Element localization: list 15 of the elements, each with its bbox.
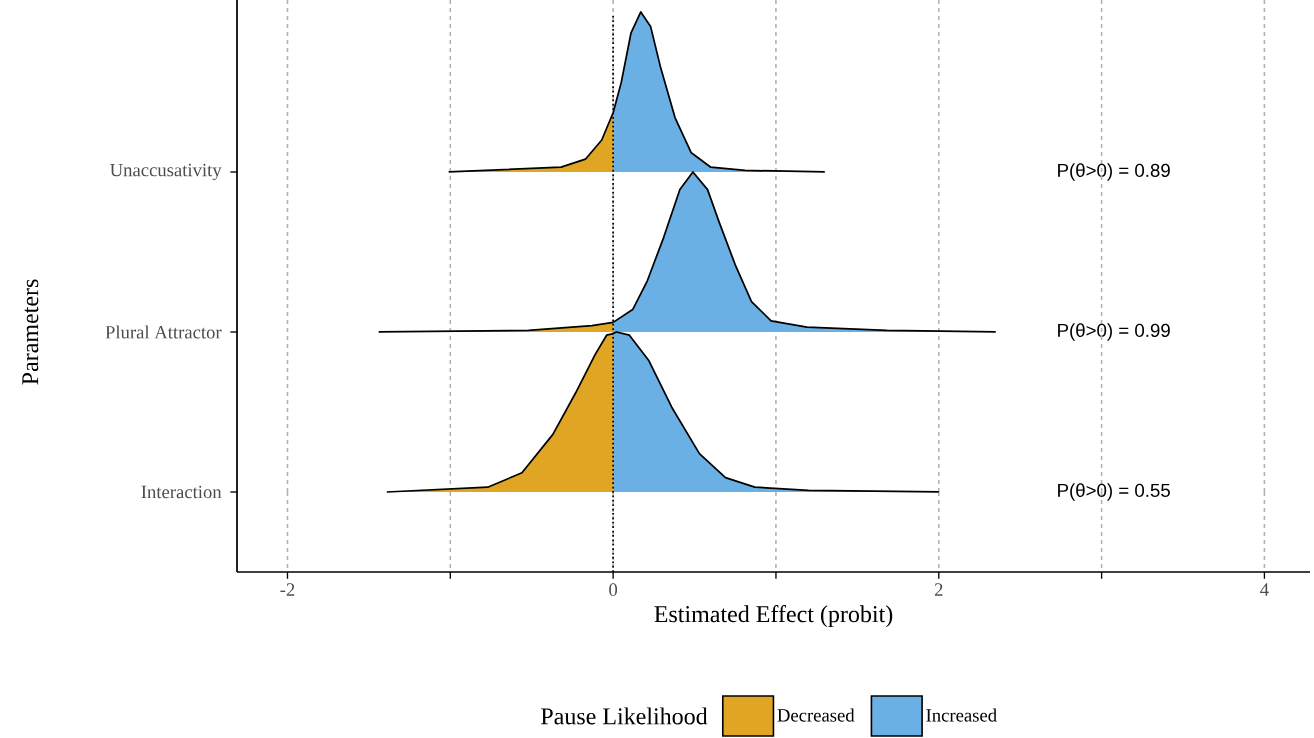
y-axis-title: Unaccusativity — [110, 163, 222, 181]
legend-title: Pause Likelihood — [541, 707, 708, 725]
x-tick-label: -2 — [280, 583, 295, 596]
y-axis-title: Plural Attractor — [105, 325, 222, 339]
x-tick-label: 2 — [934, 583, 943, 596]
annotation: P(θ>0) = 0.99 — [1058, 323, 1170, 341]
legend-label: Decreased — [777, 708, 855, 722]
text: Parameters — [22, 279, 39, 385]
annotation: P(θ>0) = 0.55 — [1058, 483, 1170, 501]
legend-label: Increased — [926, 708, 997, 722]
y-axis-title: Interaction — [141, 485, 222, 499]
x-axis-title: Estimated Effect (probit) — [654, 605, 893, 628]
annotation: P(θ>0) = 0.89 — [1058, 163, 1170, 181]
x-tick-label: 0 — [609, 583, 618, 596]
x-tick-label: 4 — [1260, 583, 1269, 596]
